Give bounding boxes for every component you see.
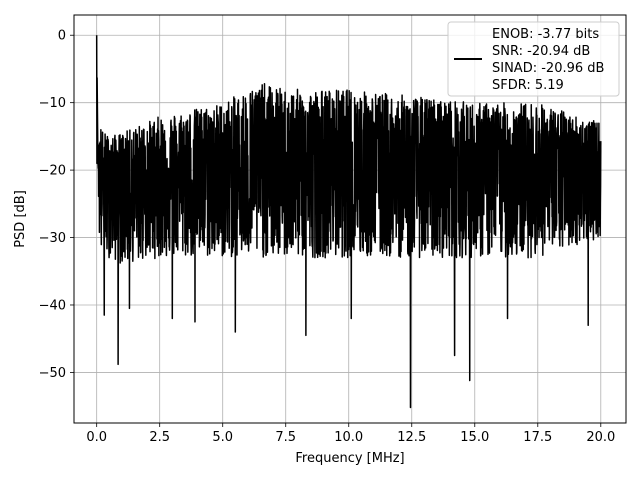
x-tick-label: 15.0 [460,430,489,445]
legend-entry-sinad: SINAD: -20.96 dB [492,61,604,76]
legend-entry-sfdr: SFDR: 5.19 [492,78,564,93]
y-tick-label: −30 [39,231,66,246]
x-tick-label: 12.5 [397,430,426,445]
y-tick-label: −10 [39,96,66,111]
x-tick-label: 5.0 [212,430,233,445]
plot-frame [73,14,627,424]
tick-layer: 0.0 2.5 5.0 7.5 10.0 12.5 15.0 17.5 20.0 0 −10 −20 −… [39,29,616,445]
x-tick-label: 10.0 [334,430,363,445]
y-tick-label: −40 [39,298,66,313]
x-tick-label: 2.5 [149,430,170,445]
series-layer [95,35,602,409]
y-axis-label: PSD [dB] [13,190,28,248]
psd-series-line [95,35,602,409]
y-tick-label: −20 [39,164,66,179]
x-tick-label: 17.5 [523,430,552,445]
y-tick-label: 0 [58,29,66,44]
legend-entry-enob: ENOB: -3.77 bits [492,27,599,42]
x-tick-label: 7.5 [275,430,296,445]
legend-entry-snr: SNR: -20.94 dB [492,44,590,59]
x-tick-label: 0.0 [86,430,107,445]
x-tick-label: 20.0 [586,430,615,445]
y-tick-label: −50 [39,366,66,381]
x-axis-label: Frequency [MHz] [295,451,404,466]
legend-box [447,21,620,97]
legend: ENOB: -3.77 bits SNR: -20.94 dB SINAD: -… [447,21,620,97]
